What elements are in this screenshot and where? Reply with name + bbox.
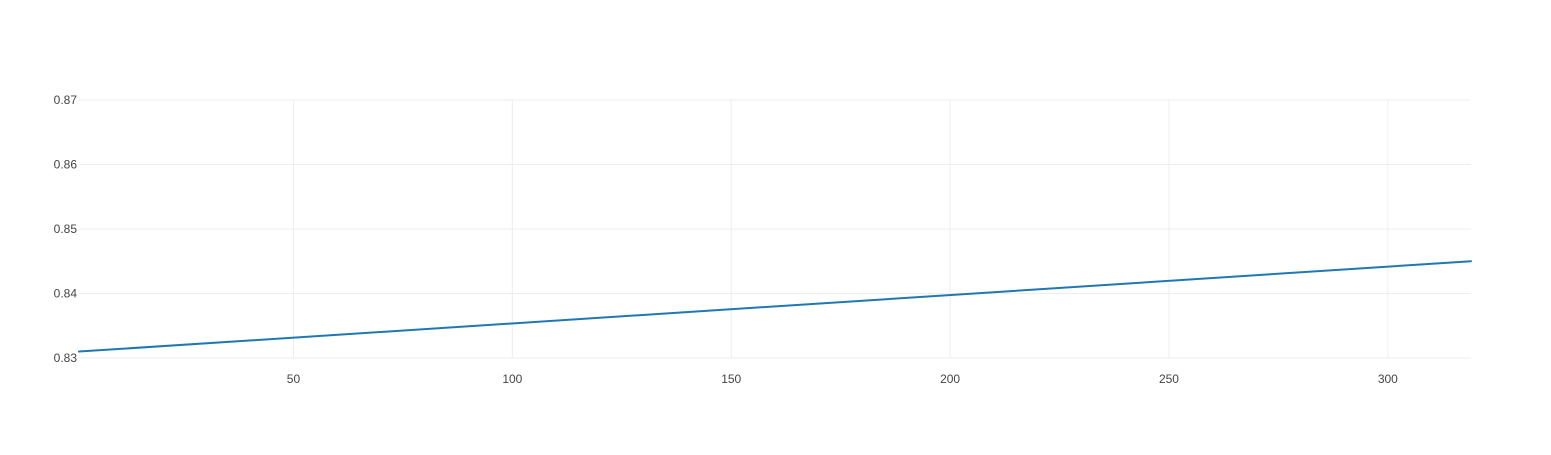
x-tick-label: 200 (940, 372, 960, 386)
y-tick-label: 0.87 (54, 93, 78, 107)
y-tick-label: 0.83 (54, 351, 78, 365)
x-tick-label: 100 (502, 372, 522, 386)
y-tick-label: 0.85 (54, 222, 78, 236)
series-line (78, 260, 1472, 353)
x-tick-label: 150 (721, 372, 741, 386)
x-axis-ticks: 50 100 150 200 250 300 (287, 372, 1398, 386)
gridlines (79, 99, 1471, 359)
series-layer (78, 260, 1472, 353)
y-tick-label: 0.84 (54, 287, 78, 301)
x-tick-label: 50 (287, 372, 301, 386)
x-tick-label: 300 (1378, 372, 1398, 386)
x-tick-label: 250 (1159, 372, 1179, 386)
y-tick-label: 0.86 (54, 158, 78, 172)
y-axis-ticks: 0.83 0.84 0.85 0.86 0.87 (54, 93, 78, 365)
